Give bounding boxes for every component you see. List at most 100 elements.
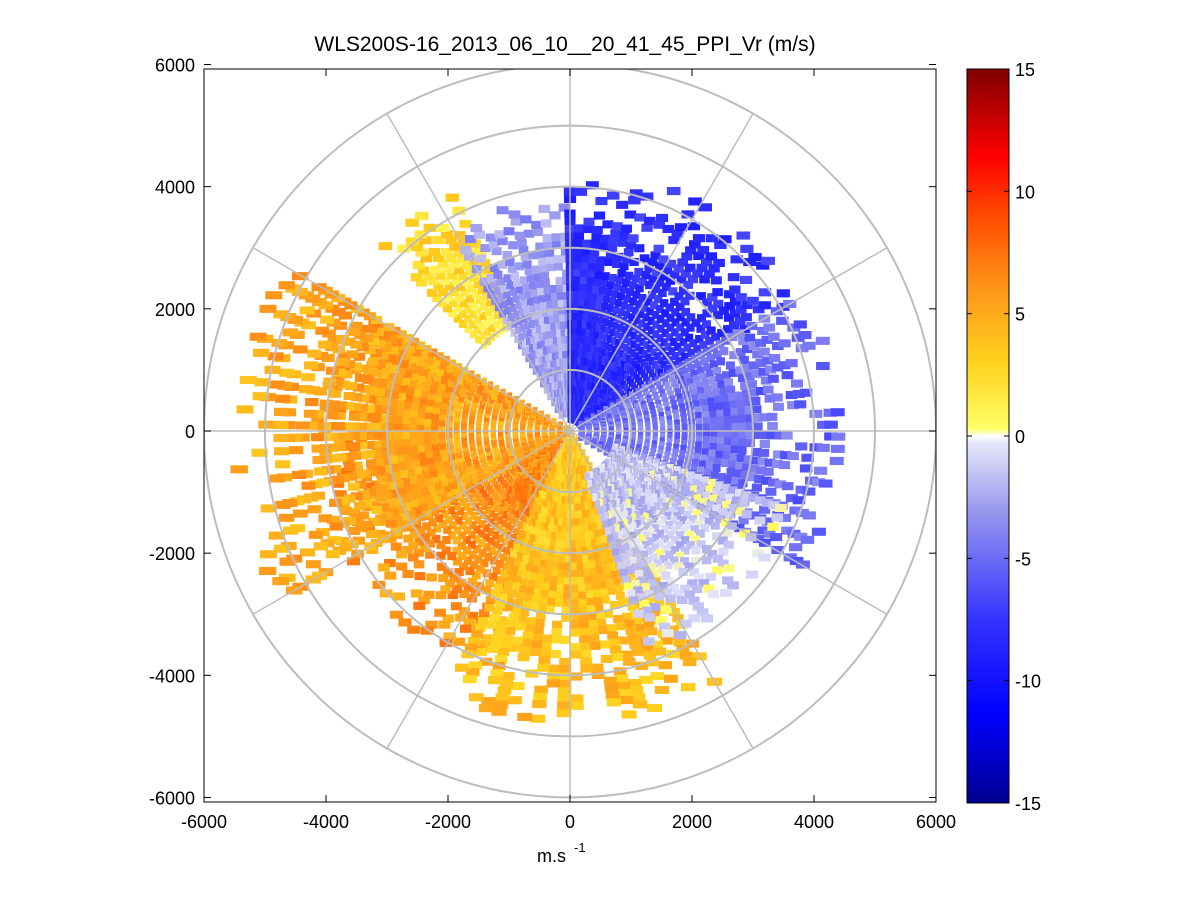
velocity-cell (311, 414, 325, 423)
velocity-cell (386, 481, 397, 490)
velocity-cell (717, 380, 726, 389)
velocity-cell (707, 549, 718, 558)
velocity-cell (413, 560, 425, 569)
velocity-cell (401, 438, 410, 447)
velocity-cell (522, 570, 531, 579)
velocity-cell (503, 227, 515, 236)
velocity-cell (326, 411, 339, 420)
velocity-cell (685, 333, 694, 342)
velocity-cell (372, 449, 383, 458)
velocity-cell (629, 686, 644, 695)
velocity-cell (626, 337, 633, 346)
velocity-cell (464, 400, 470, 409)
velocity-cell (625, 241, 637, 250)
velocity-cell (563, 562, 571, 571)
velocity-cell (622, 519, 629, 528)
velocity-cell (609, 328, 616, 337)
velocity-cell (556, 569, 565, 578)
velocity-cell (449, 397, 457, 406)
velocity-cell (702, 491, 711, 500)
velocity-cell (692, 375, 700, 384)
velocity-cell (422, 522, 432, 531)
velocity-cell (371, 505, 383, 514)
velocity-cell (569, 584, 578, 593)
velocity-cell (514, 501, 520, 510)
velocity-cell (409, 409, 418, 418)
velocity-cell (448, 475, 455, 484)
velocity-cell (543, 241, 554, 250)
velocity-cell (694, 519, 704, 528)
velocity-cell (610, 517, 617, 526)
velocity-cell (588, 508, 594, 517)
velocity-cell (389, 390, 399, 399)
velocity-cell (648, 497, 655, 506)
velocity-cell (533, 511, 539, 520)
velocity-cell (396, 550, 408, 559)
velocity-cell (327, 454, 340, 463)
velocity-cell (458, 531, 466, 540)
velocity-cell (621, 224, 632, 233)
velocity-cell (343, 360, 356, 369)
velocity-cell (579, 650, 592, 659)
velocity-cell (771, 459, 783, 468)
velocity-cell (558, 503, 564, 512)
velocity-cell (449, 288, 460, 297)
velocity-cell (529, 485, 535, 494)
velocity-cell (463, 448, 469, 457)
velocity-cell (710, 430, 718, 439)
velocity-cell (661, 535, 669, 544)
velocity-cell (484, 308, 492, 317)
velocity-cell (529, 304, 536, 313)
velocity-cell (464, 516, 472, 525)
velocity-cell (477, 445, 483, 454)
velocity-cell (658, 582, 668, 591)
velocity-cell (538, 256, 547, 265)
velocity-cell (337, 467, 349, 476)
velocity-cell (817, 420, 831, 429)
velocity-cell (327, 515, 341, 524)
velocity-cell (603, 609, 613, 618)
velocity-cell (469, 256, 480, 265)
velocity-cell (703, 384, 712, 393)
velocity-cell (590, 538, 597, 547)
velocity-cell (502, 501, 509, 510)
velocity-cell (752, 535, 765, 544)
velocity-cell (795, 560, 810, 569)
velocity-cell (622, 501, 628, 510)
velocity-cell (445, 579, 456, 588)
velocity-cell (681, 252, 693, 261)
velocity-cell (681, 318, 690, 327)
velocity-cell (312, 456, 326, 465)
velocity-cell (478, 485, 485, 494)
velocity-cell (455, 663, 469, 672)
velocity-cell (604, 504, 610, 513)
velocity-cell (509, 303, 517, 312)
velocity-cell (543, 507, 549, 516)
velocity-cell (558, 350, 564, 359)
velocity-cell (493, 492, 499, 501)
velocity-cell (597, 347, 603, 356)
velocity-cell (529, 534, 536, 543)
velocity-cell (289, 446, 304, 455)
velocity-cell (513, 598, 523, 607)
velocity-cell (665, 594, 676, 603)
velocity-cell (564, 555, 571, 564)
velocity-cell (462, 444, 468, 453)
velocity-cell (431, 474, 440, 483)
velocity-cell (275, 460, 291, 469)
velocity-cell (761, 256, 775, 265)
velocity-cell (504, 493, 510, 502)
velocity-cell (686, 541, 695, 550)
velocity-cell (462, 469, 468, 478)
velocity-cell (814, 466, 828, 475)
velocity-cell (691, 394, 699, 403)
velocity-cell (660, 428, 666, 437)
velocity-cell (526, 274, 535, 283)
velocity-cell (374, 340, 386, 349)
velocity-cell (593, 597, 602, 606)
velocity-cell (789, 543, 803, 552)
velocity-cell (692, 234, 705, 243)
velocity-cell (691, 318, 701, 327)
velocity-cell (673, 443, 679, 452)
velocity-cell (675, 551, 685, 560)
